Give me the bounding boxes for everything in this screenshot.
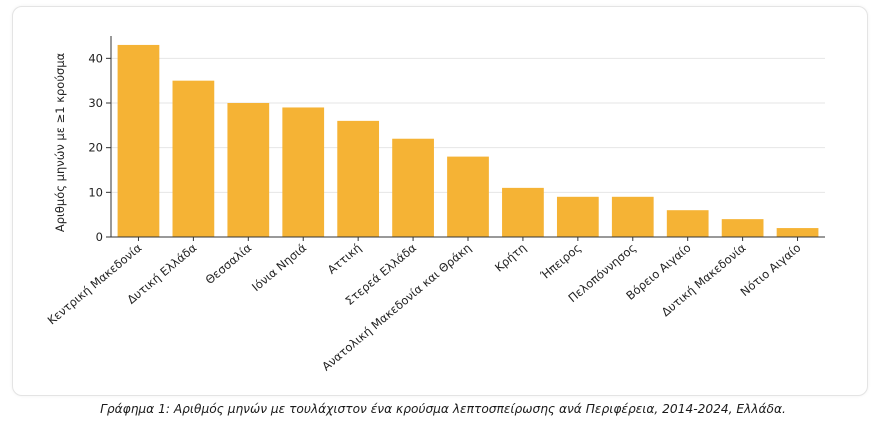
bar [392,138,434,237]
y-tick-label: 0 [96,230,103,244]
y-tick-label: 40 [88,51,103,65]
bar [611,196,654,237]
figure-caption: Γράφημα 1: Αριθμός μηνών με τουλάχιστον … [100,402,786,416]
y-axis-label: Αριθμός μηνών με ≥1 κρούσμα [53,52,67,232]
bar [666,210,709,237]
bar [776,228,819,237]
bars [117,44,819,238]
x-tick-label: Ήπειρος [537,241,584,283]
bar [282,107,325,237]
bar [556,196,599,237]
y-tick-label: 10 [88,185,103,199]
y-tick-labels: 0 10 20 30 40 [88,51,111,244]
x-tick-label: Κεντρική Μακεδονία [45,240,145,327]
x-tick-label: Θεσσαλία [203,240,255,287]
bar [117,44,160,237]
bar [227,103,270,237]
x-tick-label: Ιόνια Νησιά [249,240,309,294]
y-tick-label: 20 [88,141,103,155]
bar [447,156,489,237]
bar [721,219,764,237]
y-tick-label: 30 [88,96,103,110]
x-tick-label: Κρήτη [492,241,529,275]
x-tick-label: Αττική [325,241,364,277]
bar [502,187,544,237]
bar [172,80,215,238]
bar [337,120,380,237]
x-tick-label: Νότιο Αιγαίο [738,241,804,299]
